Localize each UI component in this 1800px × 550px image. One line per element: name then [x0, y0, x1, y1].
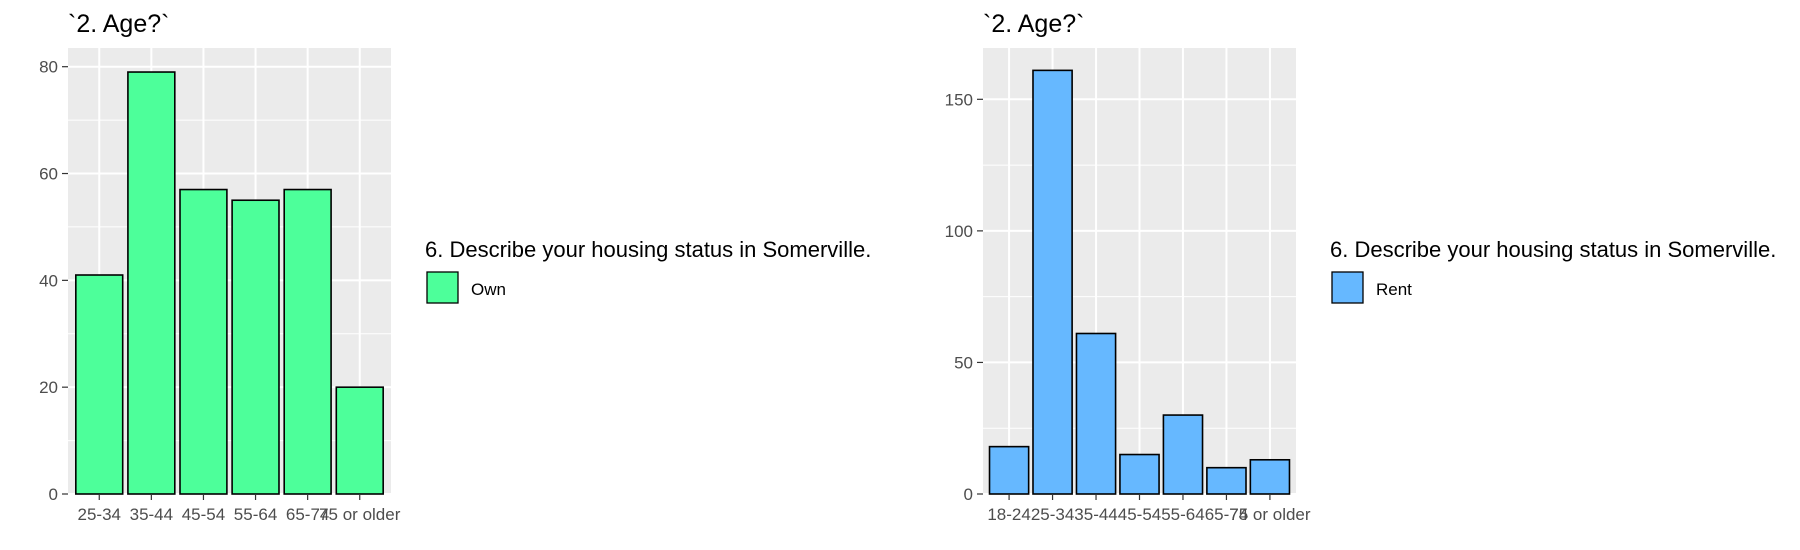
y-tick-label: 50 — [954, 353, 973, 372]
x-tick-label: 35-44 — [130, 505, 173, 524]
rent-age-chart: `2. Age?` 0 50 100 150 18-24 25-34 35-44 45-54 5… — [910, 0, 1800, 550]
bar — [1249, 458, 1291, 495]
legend-title: 6. Describe your housing status in Somer… — [425, 237, 871, 262]
bar — [127, 71, 176, 495]
bar — [335, 386, 384, 495]
bar — [1075, 332, 1117, 495]
x-tick-label: 18-24 — [987, 505, 1030, 524]
x-tick-label: 65-74 — [286, 505, 329, 524]
legend-title: 6. Describe your housing status in Somer… — [1330, 237, 1776, 262]
x-tick-label: 55-64 — [1161, 505, 1204, 524]
y-tick-label: 0 — [49, 485, 58, 504]
bar — [1206, 466, 1247, 495]
x-tick-label: 75 or older — [1229, 505, 1311, 524]
bar — [1162, 414, 1204, 495]
legend-key-rent — [1331, 271, 1364, 304]
legend-label-rent: Rent — [1376, 280, 1412, 299]
bar — [231, 199, 280, 495]
x-tick-label: 35-44 — [1074, 505, 1117, 524]
y-tick-label: 150 — [945, 90, 973, 109]
y-tick-label: 20 — [39, 378, 58, 397]
y-tick-label: 100 — [945, 222, 973, 241]
x-tick-label: 45-54 — [182, 505, 225, 524]
x-tick-label: 75 or older — [319, 505, 401, 524]
bar — [179, 188, 228, 495]
y-tick-label: 80 — [39, 58, 58, 77]
chart-title: `2. Age?` — [983, 10, 1084, 38]
legend-key-own — [426, 271, 459, 304]
y-tick-label: 60 — [39, 165, 58, 184]
x-tick-label: 55-64 — [234, 505, 277, 524]
own-age-chart-svg: `2. Age?` 0 20 40 60 80 25-34 35-44 45-54 55-64 6… — [39, 10, 871, 524]
x-tick-label: 25-34 — [78, 505, 121, 524]
bar — [75, 274, 124, 495]
x-tick-label: 65-74 — [1205, 505, 1248, 524]
bar — [1032, 69, 1073, 495]
y-tick-label: 40 — [39, 271, 58, 290]
x-tick-label: 25-34 — [1031, 505, 1074, 524]
bar — [1119, 453, 1160, 495]
bar — [283, 188, 332, 495]
own-age-chart: `2. Age?` 0 20 40 60 80 25-34 35-44 45-54 55-64 6… — [39, 10, 871, 524]
chart-title: `2. Age?` — [68, 10, 169, 38]
legend-label-own: Own — [471, 280, 506, 299]
bar — [988, 445, 1030, 495]
rent-age-chart-svg: `2. Age?` 0 50 100 150 18-24 25-34 35-44 45-54 5… — [945, 10, 1777, 524]
x-tick-label: 45-54 — [1118, 505, 1161, 524]
y-tick-label: 0 — [964, 485, 973, 504]
